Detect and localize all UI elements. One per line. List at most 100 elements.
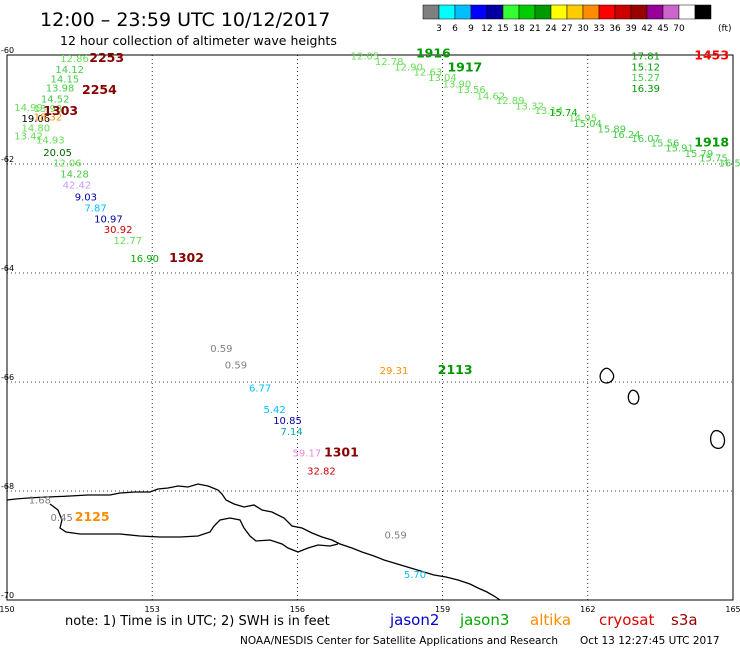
- longitude-tick-label: 159: [435, 605, 450, 614]
- colorbar-tick-label: 30: [577, 24, 589, 34]
- wave-height-label: 5.70: [404, 570, 426, 581]
- colorbar-tick-label: 21: [529, 24, 540, 34]
- wave-height-label: 0.59: [210, 344, 232, 355]
- wave-height-label: 14.93: [36, 135, 65, 146]
- latitude-tick-label: -66: [1, 373, 14, 382]
- longitude-tick-label: 165: [725, 605, 740, 614]
- wave-height-label: 7.87: [84, 203, 106, 214]
- wave-height-label: 32.82: [307, 467, 336, 478]
- colorbar-tick-label: 45: [657, 24, 668, 34]
- wave-height-label: 14.99: [14, 103, 43, 114]
- coastline: [6, 367, 726, 601]
- wave-height-label: 14.28: [60, 170, 89, 181]
- colorbar-bin: [598, 4, 616, 20]
- wave-height-label: 12.78: [375, 57, 404, 68]
- wave-height-label: 12.05: [351, 51, 380, 62]
- wave-height-label: 10.97: [94, 214, 123, 225]
- colorbar-bin: [630, 4, 648, 20]
- wave-height-label: 15.91: [665, 143, 694, 154]
- colorbar-tick-label: 24: [545, 24, 557, 34]
- pass-time-label: 1918: [694, 135, 729, 150]
- wave-height-label: 13.90: [443, 80, 472, 91]
- wave-height-label: 0.59: [225, 360, 247, 371]
- wave-height-label: 13.04: [428, 73, 457, 84]
- wave-height-label: 9.03: [75, 193, 97, 204]
- footer-note: note: 1) Time is in UTC; 2) SWH is in fe…: [65, 614, 330, 629]
- wave-height-label: 15.56: [651, 139, 680, 150]
- latitude-tick-label: -60: [1, 46, 14, 55]
- wave-height-label: 42.42: [63, 181, 92, 192]
- legend-s3a: s3a: [671, 611, 698, 629]
- wave-height-label: 14.62: [476, 92, 505, 103]
- wave-height-label: 15.27: [631, 73, 660, 84]
- pass-time-label: 2113: [438, 362, 473, 377]
- wave-height-label: 14.12: [55, 65, 84, 76]
- colorbar-bin: [470, 4, 488, 20]
- colorbar-bin: [566, 4, 584, 20]
- colorbar-tick-label: 18: [513, 24, 525, 34]
- pass-time-label: 1301: [324, 445, 359, 460]
- pass-time-label: 1917: [447, 59, 482, 74]
- latitude-tick-label: -62: [1, 155, 14, 164]
- colorbar-tick-label: 42: [641, 24, 652, 34]
- pass-time-label: 1453: [694, 47, 729, 62]
- longitude-tick-label: 156: [290, 605, 305, 614]
- legend-jason2: jason2: [389, 611, 439, 629]
- satellite-legend: jason2 jason3 altika cryosat s3a: [389, 611, 698, 629]
- wave-height-label: 15.79: [685, 149, 714, 160]
- colorbar-tick-label: 36: [609, 24, 621, 34]
- wave-height-label: 12.89: [496, 96, 525, 107]
- longitude-tick-label: 153: [145, 605, 160, 614]
- pass-time-label: 2254: [82, 82, 117, 97]
- wave-height-label: 12.63: [414, 68, 443, 79]
- map-title: 12:00 – 23:59 UTC 10/12/2017: [40, 9, 330, 31]
- colorbar-bin: [422, 4, 440, 20]
- wave-height-label: 15.89: [597, 124, 626, 135]
- wave-height-label: 16.90: [130, 254, 159, 265]
- antarctic-coast: [6, 483, 501, 601]
- map-frame: [6, 54, 734, 601]
- wave-height-label: 12.86: [60, 54, 89, 65]
- longitude-labels: 150 153 156 159 162 165: [0, 605, 740, 614]
- wave-height-label: 12.77: [113, 236, 142, 247]
- wave-height-label: 7.14: [280, 427, 302, 438]
- footer-timestamp: Oct 13 12:27:45 UTC 2017: [580, 635, 720, 647]
- colorbar-bin: [518, 4, 536, 20]
- colorbar-tick-label: 15: [497, 24, 508, 34]
- wave-height-label: 14.80: [22, 123, 51, 134]
- latitude-labels: -60 -62 -64 -66 -68 -70: [1, 46, 14, 600]
- wave-height-colorbar: [422, 4, 712, 20]
- island-1: [599, 367, 615, 384]
- colorbar-tick-label: 27: [561, 24, 572, 34]
- wave-height-label: 12.90: [394, 62, 423, 73]
- colorbar-bin: [646, 4, 664, 20]
- colorbar-bin: [486, 4, 504, 20]
- colorbar-tick-label: 9: [468, 24, 474, 34]
- pass-time-label: 1302: [169, 250, 204, 265]
- colorbar-tick-label: 39: [625, 24, 637, 34]
- wave-height-label: 16.24: [612, 130, 641, 141]
- wave-height-label: 19.06: [22, 114, 51, 125]
- colorbar-bin: [662, 4, 680, 20]
- pass-time-label: 1916: [416, 46, 451, 61]
- colorbar-bin: [678, 4, 696, 20]
- colorbar-bin: [694, 4, 712, 20]
- wave-height-label: 6.77: [249, 383, 271, 394]
- colorbar-bin: [438, 4, 456, 20]
- wave-height-label: 13.42: [14, 131, 43, 142]
- wave-height-label: 10.85: [273, 416, 302, 427]
- wave-height-label: 13.98: [46, 84, 75, 95]
- wave-height-label: 16.07: [631, 134, 660, 145]
- colorbar-tick-label: 6: [452, 24, 458, 34]
- longitude-tick-label: 162: [580, 605, 595, 614]
- colorbar-bin: [614, 4, 632, 20]
- colorbar-bin: [550, 4, 568, 20]
- wave-height-observations: 12.8614.1214.1513.9814.5214.9913.9319.06…: [14, 51, 740, 581]
- graticule: [7, 55, 733, 600]
- wave-height-label: 13.56: [457, 85, 486, 96]
- wave-height-label: 13.32: [515, 102, 544, 113]
- wave-height-label: 15.12: [631, 62, 660, 73]
- colorbar-bin: [582, 4, 600, 20]
- ice-shelf-inlet: [49, 503, 339, 553]
